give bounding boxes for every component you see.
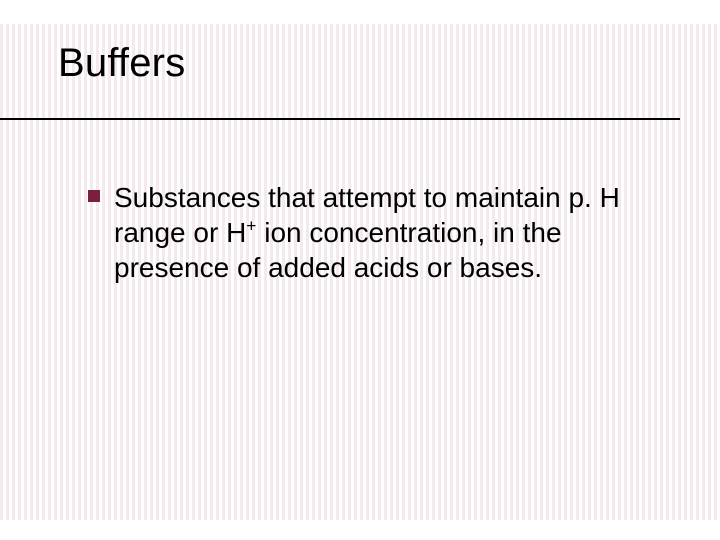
body-area: Substances that attempt to maintain p. H… — [88, 180, 650, 285]
title-underline — [0, 118, 680, 120]
title-area: Buffers — [58, 40, 662, 96]
square-bullet-icon — [88, 190, 100, 202]
slide: Buffers Substances that attempt to maint… — [0, 0, 720, 540]
bullet-item: Substances that attempt to maintain p. H… — [88, 180, 650, 285]
slide-title: Buffers — [58, 40, 662, 96]
bullet-text: Substances that attempt to maintain p. H… — [114, 180, 650, 285]
body-superscript: + — [246, 216, 256, 236]
